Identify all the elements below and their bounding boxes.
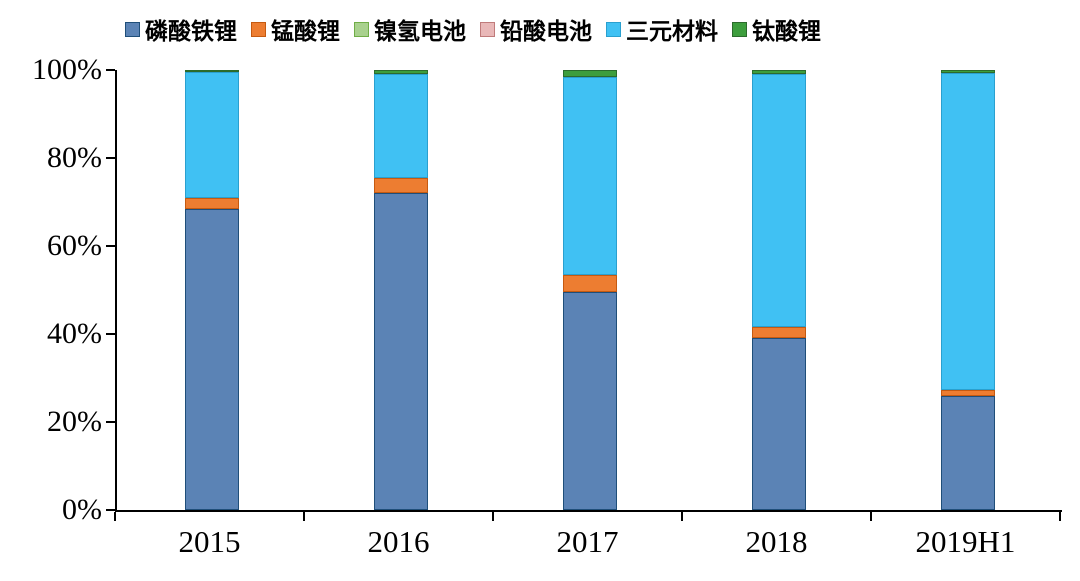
legend-label: 三元材料: [626, 19, 718, 45]
y-axis-tick: [106, 69, 115, 71]
legend-item-6: 钛酸锂: [732, 12, 821, 46]
legend-item-2: 锰酸锂: [251, 12, 340, 46]
bar-segment: [373, 177, 428, 194]
y-axis-tick: [106, 509, 115, 511]
bar-segment: [751, 327, 806, 339]
y-axis-tick: [106, 333, 115, 335]
chart-legend: 磷酸铁锂 锰酸锂 镍氢电池 铅酸电池 三元材料 钛酸锂: [125, 12, 821, 46]
bar-segment: [562, 274, 617, 293]
legend-marker: [251, 21, 266, 37]
legend-marker: [354, 21, 369, 37]
legend-marker: [480, 21, 495, 37]
bar-segment: [940, 390, 995, 396]
y-axis-label: 20%: [47, 405, 102, 438]
bar-segment: [562, 76, 617, 275]
x-axis-tick: [681, 512, 683, 521]
legend-item-3: 镍氢电池: [354, 12, 466, 46]
stacked-bar-2016: [373, 70, 428, 510]
legend-label: 磷酸铁锂: [145, 19, 237, 45]
x-axis-tick: [303, 512, 305, 521]
x-axis-tick: [1059, 512, 1061, 521]
legend-item-1: 磷酸铁锂: [125, 12, 237, 46]
bar-segment: [373, 74, 428, 178]
x-axis-label: 2018: [745, 524, 808, 559]
legend-marker: [606, 21, 621, 37]
x-axis-label: 2015: [178, 524, 241, 559]
y-axis-tick: [106, 421, 115, 423]
y-axis-label: 60%: [47, 229, 102, 262]
bar-segment: [184, 197, 239, 209]
plot-area: [115, 70, 1062, 512]
y-axis-tick: [106, 157, 115, 159]
legend-label: 钛酸锂: [752, 19, 821, 45]
bar-segment: [751, 338, 806, 510]
legend-label: 铅酸电池: [500, 19, 592, 45]
bar-segment: [562, 292, 617, 510]
bar-segment: [184, 72, 239, 198]
y-axis-label: 0%: [62, 493, 102, 526]
x-axis-tick: [114, 512, 116, 521]
bar-segment: [940, 73, 995, 391]
legend-marker: [732, 21, 747, 37]
bar-segment: [751, 73, 806, 328]
x-axis-label: 2016: [367, 524, 430, 559]
bar-segment: [751, 70, 806, 74]
bar-segment: [184, 208, 239, 510]
bar-segment: [562, 70, 617, 77]
stacked-bar-2018: [751, 70, 806, 510]
x-axis-tick: [870, 512, 872, 521]
bar-segment: [940, 395, 995, 510]
y-axis-label: 100%: [32, 53, 102, 86]
stacked-bar-2017: [562, 70, 617, 510]
legend-marker: [125, 21, 140, 37]
x-axis-tick: [492, 512, 494, 521]
legend-label: 镍氢电池: [374, 19, 466, 45]
bar-segment: [184, 70, 239, 73]
stacked-bar-2015: [184, 70, 239, 510]
y-axis-tick: [106, 245, 115, 247]
legend-label: 锰酸锂: [271, 19, 340, 45]
legend-item-4: 铅酸电池: [480, 12, 592, 46]
legend-item-5: 三元材料: [606, 12, 718, 46]
y-axis-label: 40%: [47, 317, 102, 350]
x-axis-label: 2017: [556, 524, 619, 559]
bar-segment: [373, 70, 428, 75]
x-axis-label: 2019H1: [915, 524, 1016, 559]
stacked-bar-2019H1: [940, 70, 995, 510]
bar-segment: [940, 70, 995, 74]
y-axis-label: 80%: [47, 141, 102, 174]
bar-segment: [373, 193, 428, 510]
